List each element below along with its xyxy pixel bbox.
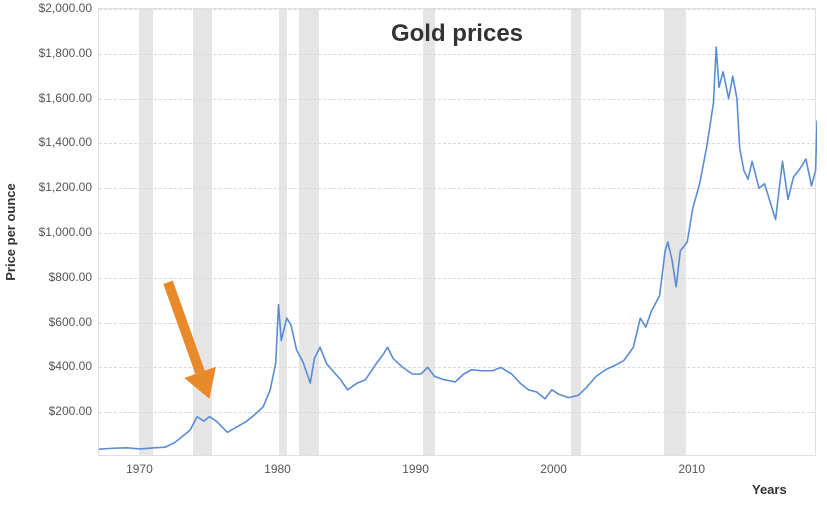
price-line <box>99 9 817 457</box>
y-tick-label: $2,000.00 <box>39 1 92 15</box>
chart-frame: $200.00 $400.00 $600.00 $800.00 $1,000.00 $1,… <box>0 0 827 512</box>
y-tick-label: $1,600.00 <box>39 91 92 105</box>
x-axis-label: Years <box>752 482 787 497</box>
y-tick-label: $1,400.00 <box>39 135 92 149</box>
y-tick-label: $400.00 <box>49 359 92 373</box>
y-tick-label: $1,000.00 <box>39 225 92 239</box>
plot-area <box>98 8 816 456</box>
x-tick-label: 1990 <box>402 462 429 476</box>
y-tick-label: $1,200.00 <box>39 180 92 194</box>
y-tick-label: $200.00 <box>49 404 92 418</box>
y-tick-label: $1,800.00 <box>39 46 92 60</box>
x-tick-label: 2010 <box>678 462 705 476</box>
y-tick-label: $600.00 <box>49 315 92 329</box>
y-axis-label: Price per ounce <box>3 183 18 281</box>
chart-title: Gold prices <box>391 20 523 48</box>
y-tick-label: $800.00 <box>49 270 92 284</box>
x-tick-label: 2000 <box>540 462 567 476</box>
x-tick-label: 1970 <box>126 462 153 476</box>
x-tick-label: 1980 <box>264 462 291 476</box>
